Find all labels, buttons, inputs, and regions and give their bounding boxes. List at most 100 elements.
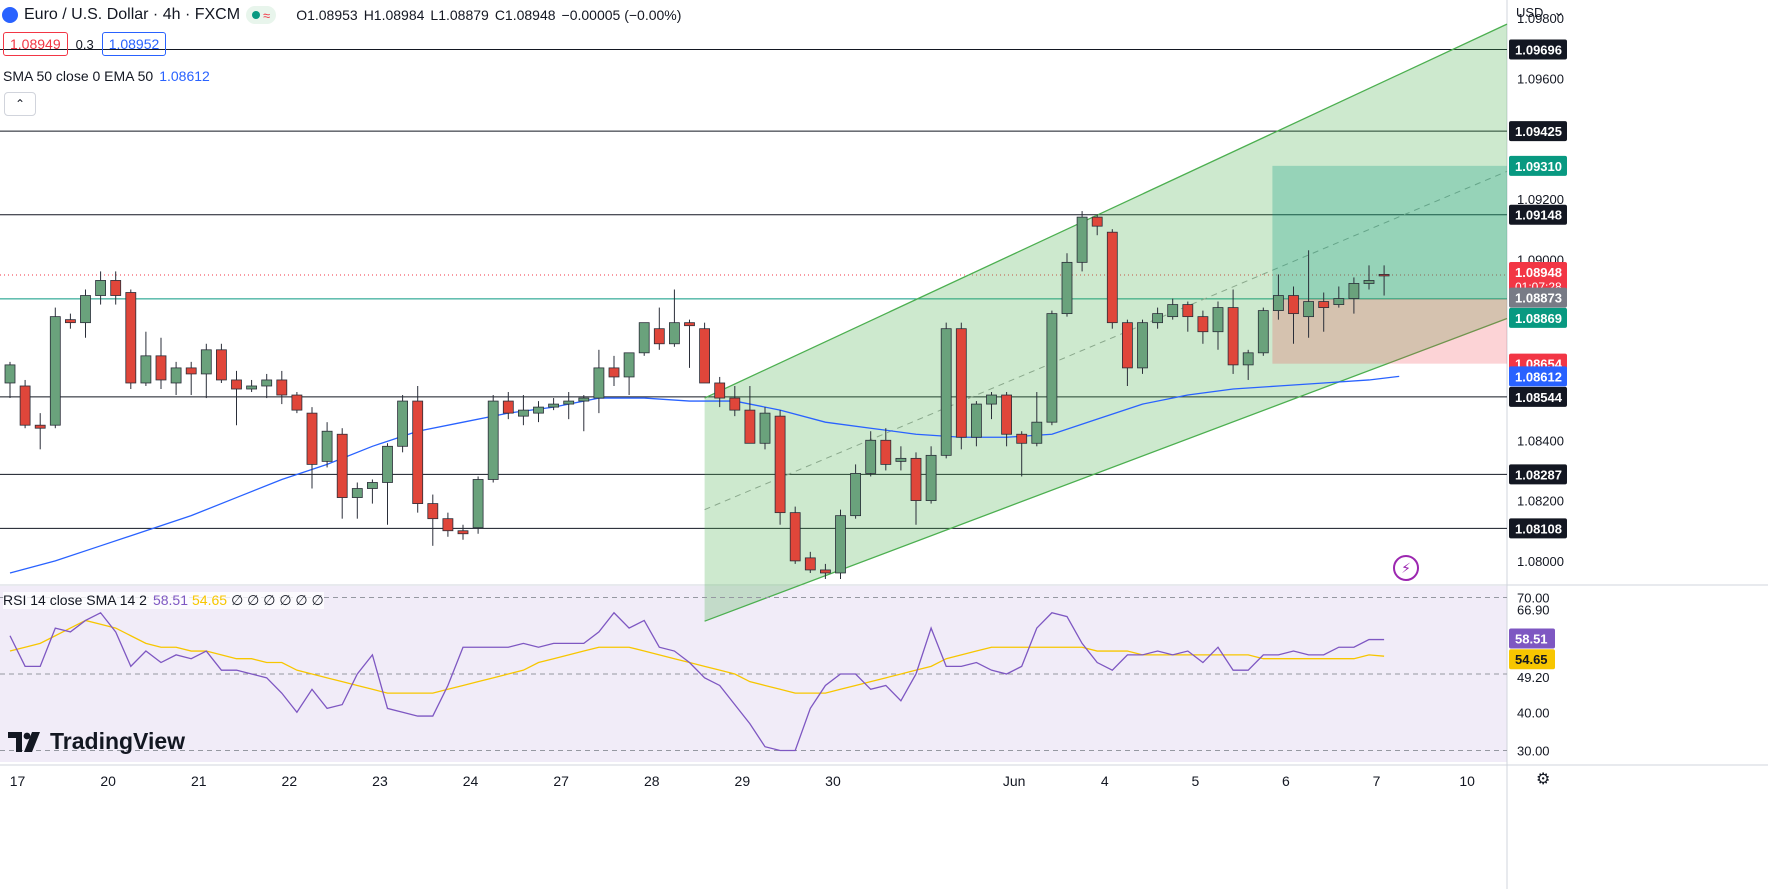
time-tick-label: 27 [553, 773, 569, 789]
bear-candle [291, 394, 303, 411]
bull-candle [49, 316, 61, 426]
channel-mid [704, 170, 1508, 511]
collapse-legend-button[interactable]: ⌃ [4, 92, 36, 116]
flag-icon [2, 7, 18, 23]
rsi-legend-value: 58.51 [152, 592, 189, 608]
bull-candle [835, 515, 846, 574]
bear-candle [125, 292, 137, 384]
bear-candle [1378, 274, 1390, 277]
level-label: 1.08544 [1515, 390, 1563, 405]
level-label: 1.08108 [1515, 521, 1562, 536]
bull-candle [1046, 313, 1058, 423]
bear-candle [1182, 304, 1194, 318]
bear-candle [502, 400, 514, 414]
bear-candle [34, 424, 46, 429]
time-tick-label: 22 [282, 773, 298, 789]
bull-candle [366, 482, 378, 489]
open-value: O1.08953 [296, 7, 358, 23]
time-tick-label: 29 [735, 773, 751, 789]
bear-candle [442, 518, 454, 532]
bull-candle [246, 385, 258, 390]
bear-candle [774, 415, 786, 514]
bull-candle [170, 367, 182, 384]
bull-candle [1303, 301, 1314, 318]
time-tick-label: 17 [10, 773, 26, 789]
time-tick-label: 10 [1459, 773, 1475, 789]
time-tick-label: 24 [463, 773, 479, 789]
price-tick-label: 1.09600 [1517, 71, 1564, 86]
bull-candle [533, 406, 544, 414]
bear-candle [804, 557, 816, 571]
time-tick-label: 21 [191, 773, 207, 789]
tradingview-logo-icon [8, 731, 40, 752]
marker-label: 1.09310 [1515, 159, 1562, 174]
marker-label: 1.08869 [1515, 311, 1562, 326]
buy-button[interactable]: 1.08952 [101, 32, 167, 56]
symbol-title[interactable]: Euro / U.S. Dollar · 4h · FXCM [24, 6, 241, 23]
rsi-tick-label: 40.00 [1517, 705, 1550, 720]
price-axis: 1.098001.096001.092001.090001.084001.082… [1509, 11, 1567, 759]
currency-selector[interactable]: USD ⌄ [1516, 4, 1564, 20]
bull-candle [140, 355, 152, 384]
rsi-tick-label: 70.00 [1517, 590, 1550, 605]
bull-candle [638, 322, 650, 354]
sma-legend-label: SMA 50 close 0 EMA 50 [3, 68, 154, 84]
tradingview-logo-text: TradingView [50, 728, 186, 754]
bull-candle [1333, 298, 1345, 305]
sell-button[interactable]: 1.08949 [3, 32, 68, 56]
bear-candle [19, 385, 31, 426]
lightning-icon[interactable]: ⚡ [1393, 555, 1419, 581]
sma-50-line [9, 375, 1400, 574]
market-status-pill[interactable]: ≈ [246, 6, 277, 24]
bull-candle [487, 400, 499, 480]
bear-candle [1091, 216, 1103, 227]
wave-icon: ≈ [263, 7, 271, 23]
bull-candle [623, 352, 635, 378]
bull-candle [1242, 352, 1254, 366]
bear-candle [955, 328, 967, 438]
time-tick-label: 23 [372, 773, 388, 789]
bull-candle [1061, 261, 1073, 315]
gear-icon[interactable]: ⚙ [1536, 771, 1551, 788]
sma-legend[interactable]: SMA 50 close 0 EMA 50 1.08612 [3, 68, 210, 84]
rsi-sma-line [9, 619, 1385, 694]
bear-candle [1318, 301, 1330, 308]
bull-candle [940, 328, 952, 456]
time-tick-label: 28 [644, 773, 660, 789]
marker-label: 1.08873 [1515, 291, 1562, 306]
bear-candle [155, 355, 167, 381]
time-tick-label: 4 [1101, 773, 1109, 789]
price-tick-label: 1.08400 [1517, 433, 1564, 448]
bull-candle [382, 445, 393, 483]
level-label: 1.09696 [1515, 42, 1562, 57]
rsi-legend[interactable]: RSI 14 close SMA 14 2 58.51 54.65 ∅ ∅ ∅ ∅ ∅… [3, 592, 324, 609]
high-value: H1.08984 [363, 7, 425, 23]
time-axis: 17 20 21 22 23 24 27 28 29 30 Jun 4 5 6 7 10 [10, 773, 1475, 789]
bear-candle [1016, 433, 1028, 444]
bull-candle [321, 430, 333, 462]
bear-candle [744, 409, 756, 444]
bear-candle [653, 328, 665, 345]
rsi-tick-label: 30.00 [1517, 744, 1550, 759]
rsi-line [9, 611, 1385, 752]
bear-candle [880, 439, 892, 465]
bear-candle [185, 367, 197, 375]
bear-candle [457, 530, 469, 535]
bull-candle [925, 454, 937, 501]
bear-candle [231, 379, 242, 390]
bear-candle [608, 367, 620, 378]
bull-candle [80, 295, 91, 324]
bear-candle [820, 569, 831, 574]
bull-candle [1031, 421, 1043, 444]
low-value: L1.08879 [430, 7, 489, 23]
bull-candle [548, 403, 559, 408]
level-label: 1.08287 [1515, 467, 1562, 482]
price-tick-label: 1.09200 [1517, 192, 1564, 207]
bull-candle [95, 280, 106, 296]
level-label-bg [1509, 121, 1567, 142]
long-position-tool [1272, 165, 1507, 364]
tradingview-logo[interactable]: TradingView [8, 728, 185, 755]
bear-candle [699, 328, 710, 384]
buy-sell-panel: 1.08949 0.3 1.08952 [3, 32, 167, 56]
